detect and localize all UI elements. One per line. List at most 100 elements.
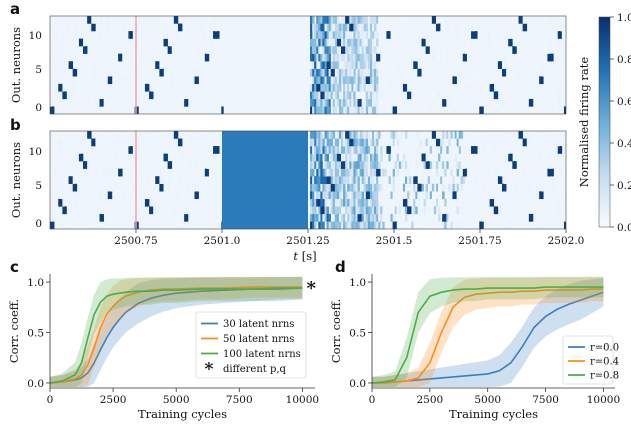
heatmap-cell	[497, 198, 501, 207]
heatmap-cell	[442, 61, 445, 69]
heatmap-cell	[400, 131, 404, 139]
heatmap-cell	[518, 53, 521, 62]
heatmap-cell	[510, 61, 513, 69]
heatmap-cell	[365, 83, 369, 92]
heatmap-cell	[310, 68, 313, 77]
heatmap-cell	[60, 61, 63, 69]
heatmap-cell	[336, 83, 340, 92]
heatmap-cell	[363, 198, 367, 207]
heatmap-cell	[427, 138, 431, 147]
heatmap-cell	[541, 191, 544, 200]
heatmap-cell	[312, 131, 315, 139]
heatmap-cell	[357, 76, 360, 85]
heatmap-cell	[446, 38, 449, 47]
heatmap-cell	[91, 206, 94, 215]
heatmap-cell	[456, 183, 459, 192]
heatmap-cell	[456, 198, 459, 207]
heatmap-cell	[378, 68, 381, 77]
heatmap-cell	[405, 168, 408, 177]
heatmap-cell	[495, 206, 499, 215]
heatmap-cell	[369, 61, 373, 69]
heatmap-cell	[518, 68, 521, 77]
heatmap-cell	[357, 23, 360, 32]
heatmap-cell	[149, 168, 152, 177]
heatmap-cell	[409, 206, 412, 215]
heatmap-cell	[374, 38, 377, 47]
heatmap-cell	[425, 161, 429, 169]
heatmap-cell	[219, 38, 222, 47]
heatmap-cell	[390, 213, 393, 222]
heatmap-cell	[320, 161, 323, 169]
heatmap-cell	[196, 146, 199, 154]
heatmap-cell	[210, 198, 214, 207]
heatmap-cell	[450, 16, 453, 24]
heatmap-cell	[363, 206, 367, 215]
heatmap-cell	[371, 98, 375, 107]
heatmap-cell	[479, 76, 482, 85]
heatmap-cell	[312, 83, 315, 92]
heatmap-cell	[167, 176, 171, 184]
heatmap-cell	[182, 16, 185, 24]
heatmap-cell	[136, 16, 140, 24]
heatmap-cell	[153, 198, 156, 207]
heatmap-cell	[371, 106, 375, 114]
heatmap-cell	[182, 46, 185, 54]
heatmap-cell	[345, 76, 348, 85]
heatmap-cell	[365, 146, 369, 154]
heatmap-cell	[423, 106, 426, 114]
heatmap-cell	[396, 16, 400, 24]
heatmap-cell	[349, 213, 352, 222]
heatmap-cell	[384, 68, 387, 77]
heatmap-cell	[208, 91, 212, 100]
heatmap-cell	[320, 76, 323, 85]
heatmap-cell	[431, 83, 435, 92]
heatmap-cell	[151, 83, 154, 92]
heatmap-cell	[493, 76, 497, 85]
heatmap-cell	[376, 138, 379, 147]
heatmap-cell	[338, 206, 342, 215]
heatmap-cell	[217, 46, 220, 54]
series-band-0	[372, 277, 604, 387]
heatmap-cell	[442, 183, 445, 192]
heatmap-cell	[555, 68, 559, 77]
heatmap-cell	[475, 198, 478, 207]
heatmap-cell	[431, 191, 435, 200]
heatmap-cell	[99, 168, 102, 177]
heatmap-cell	[320, 23, 323, 32]
heatmap-cell	[415, 146, 418, 154]
heatmap-cell	[518, 16, 521, 24]
heatmap-cell	[316, 98, 319, 107]
heatmap-cell	[353, 53, 356, 62]
heatmap-cell	[312, 206, 315, 215]
heatmap-cell	[495, 68, 499, 77]
heatmap-cell	[382, 131, 385, 139]
heatmap-cell	[210, 106, 214, 114]
heatmap-cell	[563, 183, 566, 192]
heatmap-cell	[557, 98, 561, 107]
heatmap-cell	[159, 176, 162, 184]
heatmap-cell	[429, 98, 433, 107]
heatmap-cell	[208, 38, 212, 47]
heatmap-cell	[126, 213, 129, 222]
heatmap-cell	[456, 213, 459, 222]
heatmap-cell	[417, 76, 420, 85]
heatmap-cell	[541, 138, 544, 147]
heatmap-cell	[312, 168, 315, 177]
heatmap-cell	[555, 221, 559, 229]
heatmap-cell	[438, 91, 441, 100]
heatmap-cell	[173, 176, 177, 184]
heatmap-cell	[477, 131, 480, 139]
heatmap-cell	[530, 168, 534, 177]
heatmap-cell	[318, 168, 321, 177]
heatmap-cell	[200, 16, 204, 24]
heatmap-cell	[481, 213, 484, 222]
heatmap-cell	[384, 53, 387, 62]
heatmap-cell	[440, 176, 443, 184]
heatmap-cell	[537, 213, 540, 222]
heatmap-cell	[468, 206, 472, 215]
heatmap-cell	[334, 98, 338, 107]
heatmap-cell	[76, 138, 80, 147]
heatmap-cell	[365, 191, 369, 200]
heatmap-cell	[202, 153, 206, 162]
heatmap-cell	[147, 176, 150, 184]
